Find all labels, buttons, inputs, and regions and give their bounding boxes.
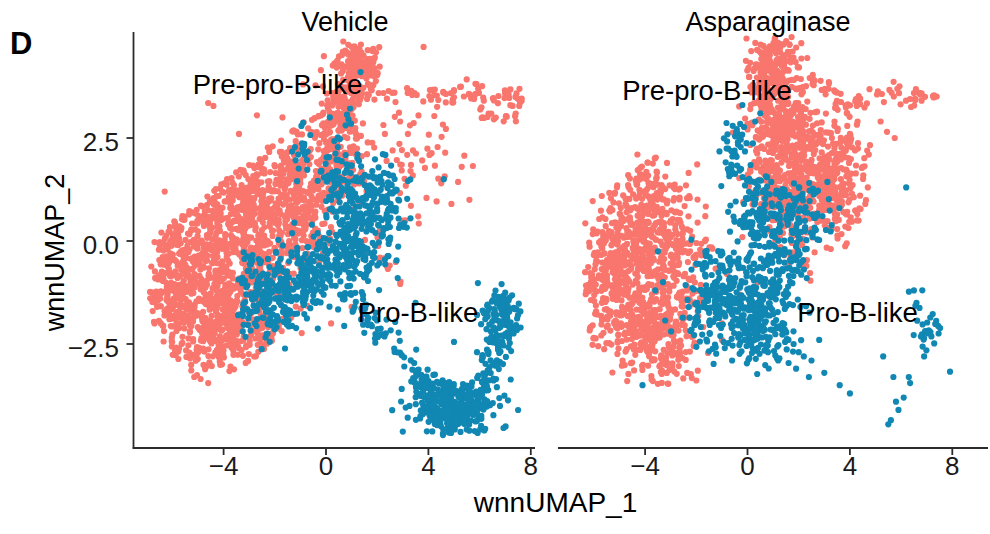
svg-text:Asparaginase: Asparaginase: [685, 7, 850, 37]
svg-text:wnnUMAP_2: wnnUMAP_2: [40, 174, 70, 333]
svg-text:8: 8: [524, 451, 538, 481]
svg-text:8: 8: [945, 451, 959, 481]
svg-text:D: D: [10, 26, 32, 61]
svg-text:Pre-pro-B-like: Pre-pro-B-like: [193, 69, 363, 100]
svg-text:wnnUMAP_1: wnnUMAP_1: [473, 487, 637, 518]
svg-text:2.5: 2.5: [83, 127, 119, 157]
svg-text:4: 4: [843, 451, 857, 481]
svg-text:0.0: 0.0: [83, 230, 119, 260]
svg-text:−4: −4: [209, 451, 239, 481]
svg-text:−2.5: −2.5: [68, 333, 119, 363]
svg-text:−4: −4: [630, 451, 660, 481]
svg-text:Vehicle: Vehicle: [301, 7, 388, 37]
svg-text:0: 0: [740, 451, 754, 481]
svg-text:Pre-pro-B-like: Pre-pro-B-like: [622, 75, 792, 106]
svg-text:4: 4: [421, 451, 435, 481]
svg-text:0: 0: [319, 451, 333, 481]
svg-text:Pro-B-like: Pro-B-like: [797, 297, 918, 328]
svg-text:Pro-B-like: Pro-B-like: [358, 297, 479, 328]
